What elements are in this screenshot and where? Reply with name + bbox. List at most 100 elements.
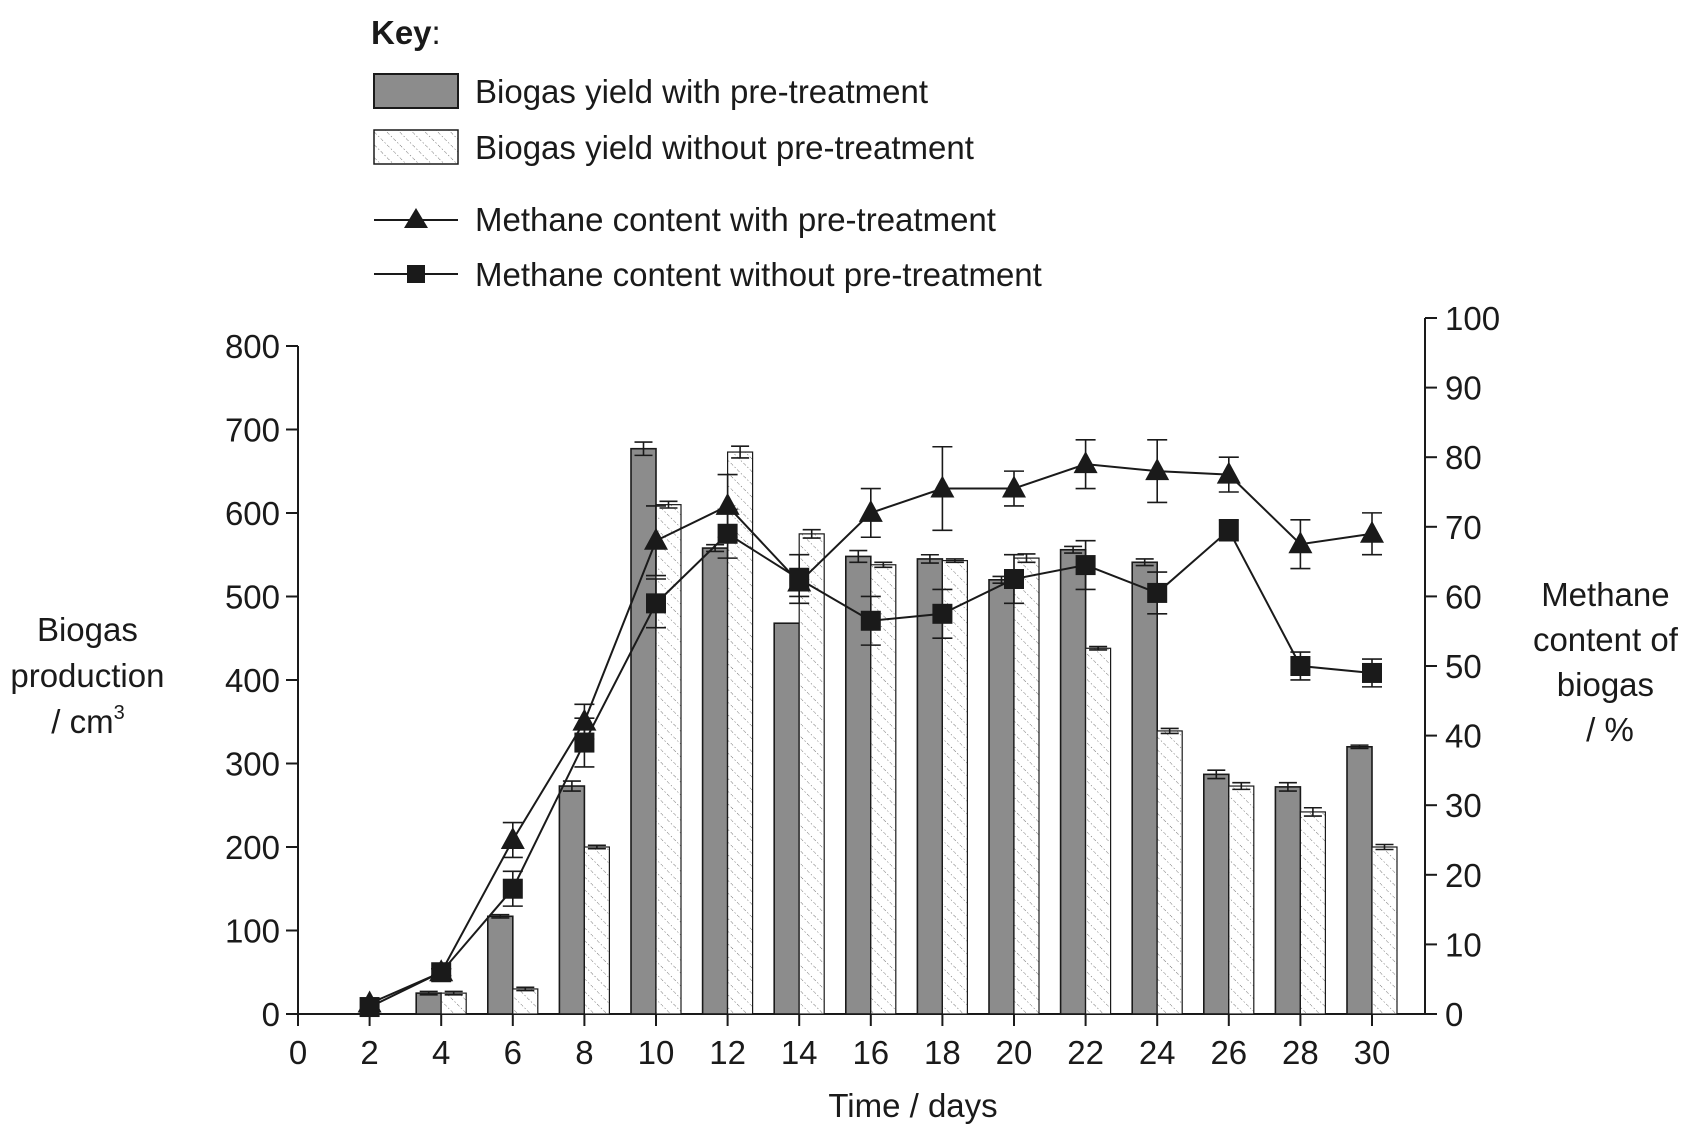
ylabel-right-line-1: Methane (1541, 576, 1669, 613)
marker-triangle (1288, 531, 1313, 554)
marker-square (1004, 569, 1024, 589)
bar-without-pretreatment (1156, 730, 1183, 1015)
legend-label-methane-without: Methane content without pre-treatment (475, 256, 1042, 293)
bar-without-pretreatment (583, 846, 611, 1015)
bar-without-pretreatment (726, 451, 754, 1015)
marker-triangle (1216, 461, 1241, 484)
ylabel-left-line-1: Biogas (37, 611, 138, 648)
ylabel-right-line-4: / % (1586, 711, 1634, 748)
bar-with-pretreatment (1131, 561, 1158, 1015)
y-tick-label-right: 70 (1445, 509, 1482, 546)
marker-square (359, 997, 380, 1018)
xlabel: Time / days (828, 1087, 997, 1124)
bar-without-pretreatment (1371, 846, 1398, 1015)
x-tick-label: 28 (1282, 1034, 1319, 1071)
bar-with-pretreatment (558, 785, 586, 1015)
marker-square (1147, 582, 1168, 603)
marker-triangle (930, 475, 955, 498)
marker-square (646, 593, 666, 614)
bar-with-pretreatment (844, 555, 872, 1015)
bars-layer (415, 441, 1398, 1015)
marker-triangle (1360, 520, 1384, 543)
y-ticks-right: 0 10 20 30 40 50 60 70 80 90 100 (1425, 300, 1500, 1033)
marker-triangle (858, 499, 883, 522)
x-tick-label: 26 (1210, 1034, 1247, 1071)
bar-with-pretreatment (1059, 548, 1087, 1015)
y-tick-label-right: 20 (1445, 857, 1482, 894)
x-tick-label: 4 (432, 1034, 450, 1071)
bar-without-pretreatment (440, 992, 467, 1015)
bar-without-pretreatment (1228, 785, 1255, 1015)
bar-with-pretreatment (701, 547, 729, 1015)
y-ticks-left: 0 100 200 300 400 500 600 700 800 (225, 328, 298, 1033)
bar-with-pretreatment (916, 558, 944, 1015)
bar-without-pretreatment (1013, 557, 1040, 1015)
x-tick-label: 10 (638, 1034, 675, 1071)
marker-square (860, 610, 881, 631)
ylabel-left-line-2: production (10, 657, 164, 694)
marker-square (1075, 555, 1096, 576)
bar-with-pretreatment (1274, 786, 1302, 1015)
marker-triangle (1073, 451, 1098, 474)
x-tick-label: 8 (575, 1034, 593, 1071)
y-tick-label-left: 100 (225, 913, 280, 950)
x-tick-label: 2 (360, 1034, 378, 1071)
x-tick-label: 14 (781, 1034, 818, 1071)
y-tick-label-left: 700 (225, 412, 280, 449)
marker-triangle (644, 527, 668, 550)
ylabel-left-line-3: / cm (51, 703, 113, 740)
marker-triangle (1145, 458, 1170, 481)
legend-swatch-bar-without (373, 129, 459, 165)
y-tick-label-right: 0 (1445, 996, 1463, 1033)
y-tick-label-left: 300 (225, 746, 280, 783)
marker-square (1290, 656, 1311, 676)
legend-label-methane-with: Methane content with pre-treatment (475, 201, 996, 238)
y-tick-label-right: 60 (1445, 578, 1482, 615)
bar-without-pretreatment (941, 559, 969, 1015)
x-tick-label: 18 (924, 1034, 961, 1071)
y-tick-label-left: 600 (225, 495, 280, 532)
legend-label-bar-with: Biogas yield with pre-treatment (475, 73, 928, 110)
marker-square (574, 732, 595, 753)
y-tick-label-right: 100 (1445, 300, 1500, 337)
y-tick-label-left: 200 (225, 829, 280, 866)
marker-triangle (1002, 475, 1026, 498)
legend: Key: Biogas yield with pre-treatment Bio… (371, 14, 1042, 293)
marker-triangle (500, 827, 525, 849)
bar-without-pretreatment (512, 988, 539, 1015)
ylabel-left-superscript: 3 (114, 702, 125, 724)
x-tick-label: 6 (504, 1034, 522, 1071)
lines-layer (357, 438, 1384, 1018)
x-tick-label: 22 (1067, 1034, 1104, 1071)
x-tick-label: 24 (1139, 1034, 1176, 1071)
svg-text:Methane content of bio: Methane content of biogas / % (1533, 576, 1687, 748)
x-tick-label: 30 (1354, 1034, 1391, 1071)
ylabel-right-line-3: biogas (1557, 666, 1654, 703)
y-tick-label-left: 800 (225, 328, 280, 365)
y-tick-label-left: 0 (262, 996, 280, 1033)
bar-with-pretreatment (773, 622, 801, 1015)
ylabel-right-line-2: content of (1533, 621, 1679, 658)
x-tick-label: 12 (709, 1034, 746, 1071)
marker-square (1362, 662, 1382, 683)
y-tick-label-right: 30 (1445, 787, 1482, 824)
legend-label-bar-without: Biogas yield without pre-treatment (475, 129, 974, 166)
svg-text:Key:: Key: (371, 14, 441, 51)
y-tick-label-right: 40 (1445, 718, 1482, 755)
y-tick-label-right: 50 (1445, 648, 1482, 685)
bar-with-pretreatment (486, 915, 514, 1015)
marker-square (717, 523, 738, 544)
x-tick-label: 20 (996, 1034, 1033, 1071)
bar-with-pretreatment (415, 992, 443, 1015)
legend-swatch-bar-with (373, 73, 459, 109)
legend-triangle-marker (404, 208, 428, 228)
marker-square (502, 878, 523, 899)
marker-square (1218, 520, 1239, 541)
y-tick-label-left: 400 (225, 662, 280, 699)
bar-without-pretreatment (798, 533, 825, 1015)
x-ticks: 0 2 4 6 8 10 12 14 16 18 20 22 24 26 28 30 (289, 1014, 1391, 1071)
bar-with-pretreatment (630, 447, 657, 1015)
bar-with-pretreatment (1203, 773, 1230, 1015)
y-tick-label-right: 10 (1445, 926, 1482, 963)
